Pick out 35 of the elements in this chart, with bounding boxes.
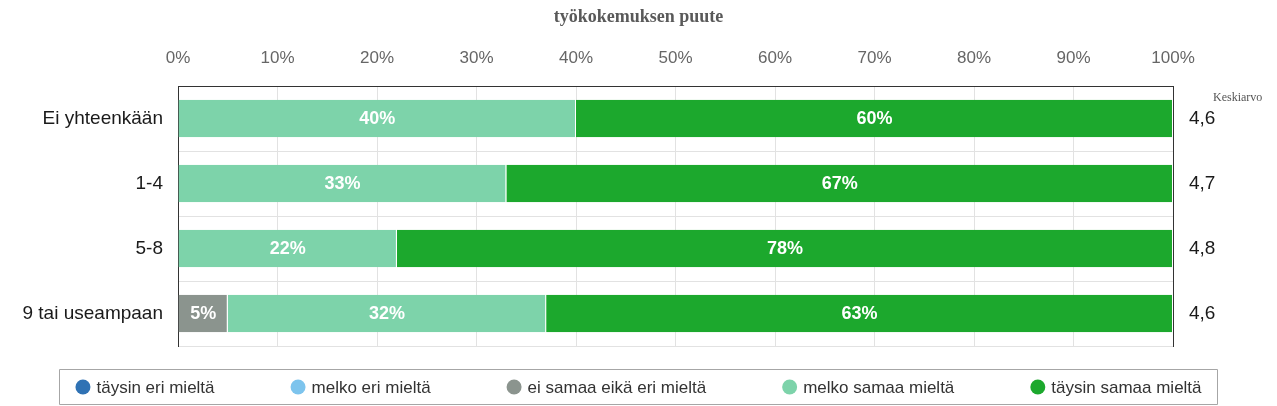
data-label: 40% bbox=[359, 108, 396, 129]
legend-label: ei samaa eikä eri mieltä bbox=[527, 377, 707, 397]
x-tick-label: 40% bbox=[558, 48, 594, 68]
y-tick-label: 1-4 bbox=[135, 171, 164, 193]
data-label: 32% bbox=[368, 303, 405, 324]
data-label: 5% bbox=[190, 303, 217, 324]
y2-tick-label: 4,6 bbox=[1189, 106, 1216, 128]
x-tick-label: 50% bbox=[658, 48, 693, 68]
legend-label: melko eri mieltä bbox=[311, 377, 432, 397]
x-tick-label: 20% bbox=[359, 48, 395, 68]
data-label: 78% bbox=[766, 238, 803, 259]
x-tick-label: 30% bbox=[459, 48, 494, 68]
y-tick-label: 5-8 bbox=[135, 236, 163, 258]
data-label: 67% bbox=[821, 173, 858, 194]
x-tick-label: 10% bbox=[260, 48, 295, 68]
y2-axis-title: Keskiarvo bbox=[1213, 90, 1263, 105]
x-tick-label: 60% bbox=[757, 48, 793, 68]
data-label: 63% bbox=[841, 303, 878, 324]
x-tick-label: 90% bbox=[1056, 48, 1091, 68]
y2-tick-label: 4,7 bbox=[1189, 171, 1216, 193]
y2-tick-label: 4,8 bbox=[1189, 236, 1216, 258]
legend-label: täysin eri mieltä bbox=[96, 377, 216, 397]
x-tick-label: 80% bbox=[956, 48, 992, 68]
data-label: 60% bbox=[856, 108, 893, 129]
data-label: 33% bbox=[324, 173, 361, 194]
x-tick-label: 70% bbox=[857, 48, 892, 68]
legend-label: melko samaa mieltä bbox=[803, 377, 955, 397]
y-tick-label: 9 tai useampaan bbox=[22, 301, 163, 323]
x-tick-label: 0% bbox=[165, 48, 191, 68]
legend-label: täysin samaa mieltä bbox=[1051, 377, 1203, 397]
y-tick-label: Ei yhteenkään bbox=[42, 106, 163, 128]
chart-title: työkokemuksen puute bbox=[553, 6, 724, 27]
x-tick-label: 100% bbox=[1151, 48, 1195, 68]
data-label: 22% bbox=[269, 238, 306, 259]
y2-tick-label: 4,6 bbox=[1189, 301, 1216, 323]
